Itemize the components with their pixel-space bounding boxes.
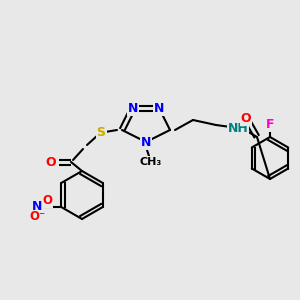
Text: O: O xyxy=(241,112,251,124)
Text: NH: NH xyxy=(228,122,248,134)
Text: O: O xyxy=(46,155,56,169)
Text: O: O xyxy=(42,194,52,208)
Text: S: S xyxy=(97,125,106,139)
Text: CH₃: CH₃ xyxy=(140,157,162,167)
Text: O⁻: O⁻ xyxy=(29,211,45,224)
Text: N: N xyxy=(32,200,42,214)
Text: N: N xyxy=(154,101,164,115)
Text: N: N xyxy=(141,136,151,148)
Text: N: N xyxy=(128,101,138,115)
Text: F: F xyxy=(266,118,274,130)
